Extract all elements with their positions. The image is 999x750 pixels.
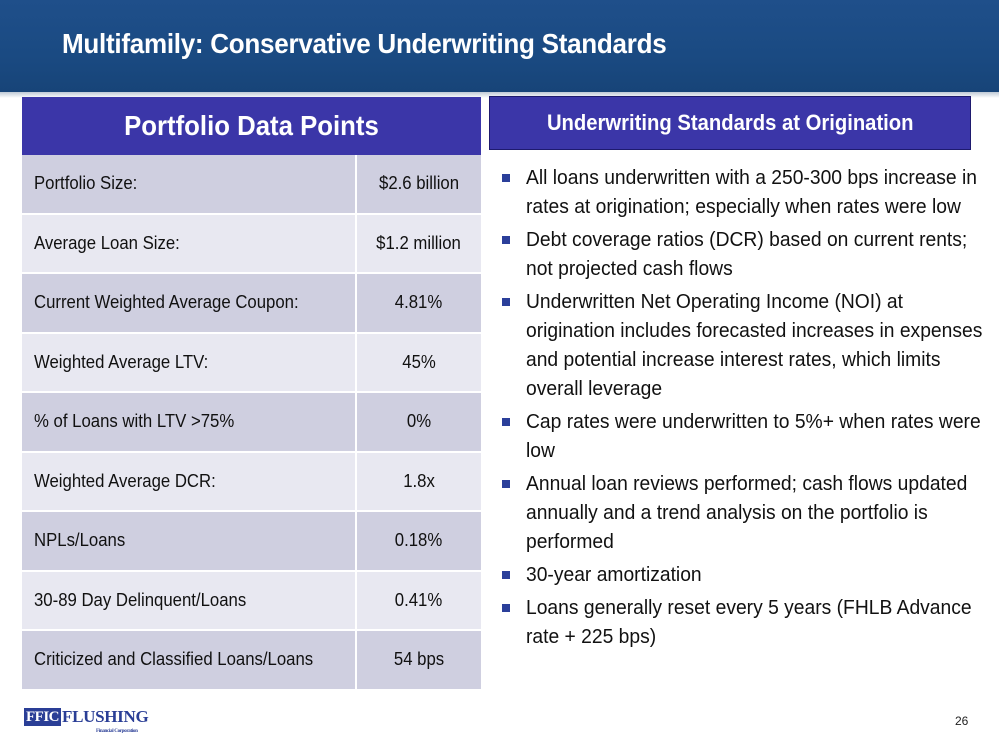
row-value: 4.81%	[395, 292, 443, 313]
row-value: 0.18%	[395, 530, 443, 551]
flushing-logo: FFIC FLUSHING Financial Corporation	[24, 706, 149, 735]
table-row: Weighted Average LTV: 45%	[22, 332, 481, 393]
row-label-cell: Weighted Average LTV:	[22, 332, 357, 393]
square-bullet-icon	[502, 480, 510, 488]
table-row: Portfolio Size: $2.6 billion	[22, 155, 481, 215]
table-row: 30-89 Day Delinquent/Loans 0.41%	[22, 570, 481, 631]
bullet-text: 30-year amortization	[526, 563, 702, 586]
bullet-text: All loans underwritten with a 250-300 bp…	[526, 166, 977, 218]
row-value-cell: 0.18%	[356, 511, 481, 572]
row-value-cell: 1.8x	[356, 451, 481, 512]
underwriting-bullet-list: All loans underwritten with a 250-300 bp…	[499, 163, 982, 655]
row-label-cell: Average Loan Size:	[22, 213, 357, 274]
table-row: % of Loans with LTV >75% 0%	[22, 392, 481, 453]
row-value: 1.8x	[403, 470, 435, 491]
row-label-cell: % of Loans with LTV >75%	[22, 392, 357, 453]
logo-wordmark: FLUSHING Financial Corporation	[62, 707, 149, 735]
header-divider	[0, 92, 999, 98]
page-title: Multifamily: Conservative Underwriting S…	[62, 28, 667, 59]
bullet-text: Cap rates were underwritten to 5%+ when …	[526, 410, 981, 462]
row-value-cell: 4.81%	[356, 273, 481, 334]
row-value-cell: 0.41%	[356, 570, 481, 631]
row-label: Average Loan Size:	[34, 232, 180, 253]
page-number: 26	[955, 714, 969, 728]
list-item: 30-year amortization	[499, 560, 979, 589]
logo-ffic-mark: FFIC	[24, 708, 61, 726]
logo-wordmark-text: FLUSHING	[62, 707, 149, 726]
underwriting-panel-title: Underwriting Standards at Origination	[489, 96, 971, 150]
row-value-cell: $2.6 billion	[356, 155, 481, 215]
row-value-cell: $1.2 million	[356, 213, 481, 274]
row-label: Current Weighted Average Coupon:	[34, 292, 299, 313]
row-value: 45%	[402, 351, 436, 372]
bullet-text: Annual loan reviews performed; cash flow…	[526, 472, 968, 553]
row-label-cell: 30-89 Day Delinquent/Loans	[22, 570, 357, 631]
square-bullet-icon	[502, 174, 510, 182]
row-label: 30-89 Day Delinquent/Loans	[34, 589, 247, 610]
square-bullet-icon	[502, 604, 510, 612]
underwriting-panel-title-text: Underwriting Standards at Origination	[546, 110, 914, 135]
bullet-text: Loans generally reset every 5 years (FHL…	[526, 596, 972, 648]
row-value-cell: 0%	[356, 392, 481, 453]
row-value: $2.6 billion	[378, 173, 460, 194]
row-value: 54 bps	[393, 649, 445, 670]
row-label-cell: Portfolio Size:	[22, 155, 357, 215]
table-row: NPLs/Loans 0.18%	[22, 511, 481, 572]
row-label: Portfolio Size:	[34, 173, 138, 194]
square-bullet-icon	[502, 571, 510, 579]
list-item: All loans underwritten with a 250-300 bp…	[499, 163, 979, 221]
list-item: Annual loan reviews performed; cash flow…	[499, 469, 979, 556]
table-row: Current Weighted Average Coupon: 4.81%	[22, 273, 481, 334]
square-bullet-icon	[502, 236, 510, 244]
row-label: % of Loans with LTV >75%	[34, 411, 235, 432]
portfolio-panel-title-text: Portfolio Data Points	[124, 110, 379, 141]
row-label-cell: Current Weighted Average Coupon:	[22, 273, 357, 334]
row-label: Weighted Average LTV:	[34, 351, 209, 372]
portfolio-panel-title: Portfolio Data Points	[22, 97, 481, 155]
row-value: 0%	[406, 411, 432, 432]
list-item: Debt coverage ratios (DCR) based on curr…	[499, 225, 979, 283]
portfolio-data-table: Portfolio Size: $2.6 billion Average Loan …	[22, 155, 481, 691]
square-bullet-icon	[502, 298, 510, 306]
list-item: Cap rates were underwritten to 5%+ when …	[499, 407, 981, 465]
row-label: NPLs/Loans	[34, 530, 126, 551]
table-row: Average Loan Size: $1.2 million	[22, 213, 481, 274]
row-label-cell: Weighted Average DCR:	[22, 451, 357, 512]
table-row: Weighted Average DCR: 1.8x	[22, 451, 481, 512]
list-item: Underwritten Net Operating Income (NOI) …	[499, 287, 982, 403]
bullet-text: Underwritten Net Operating Income (NOI) …	[526, 290, 983, 400]
header-bar: Multifamily: Conservative Underwriting S…	[0, 0, 999, 92]
list-item: Loans generally reset every 5 years (FHL…	[499, 593, 979, 651]
portfolio-data-panel: Portfolio Data Points Portfolio Size: $2.…	[22, 97, 481, 691]
row-value: 0.41%	[395, 589, 443, 610]
row-label-cell: NPLs/Loans	[22, 511, 357, 572]
row-value: $1.2 million	[376, 232, 462, 253]
logo-subtitle: Financial Corporation	[96, 729, 138, 734]
row-label: Criticized and Classified Loans/Loans	[34, 649, 314, 670]
row-value-cell: 54 bps	[356, 630, 481, 691]
bullet-text: Debt coverage ratios (DCR) based on curr…	[526, 228, 968, 280]
table-row: Criticized and Classified Loans/Loans 54 …	[22, 630, 481, 691]
square-bullet-icon	[502, 418, 510, 426]
row-value-cell: 45%	[356, 332, 481, 393]
row-label: Weighted Average DCR:	[34, 470, 216, 491]
row-label-cell: Criticized and Classified Loans/Loans	[22, 630, 357, 691]
